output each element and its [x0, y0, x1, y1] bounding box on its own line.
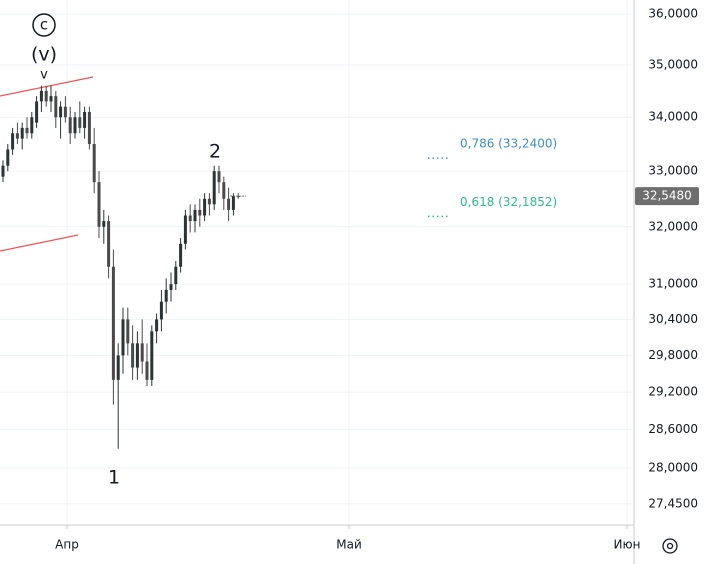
candle-body — [116, 355, 120, 380]
candle-body — [217, 171, 221, 183]
candle-body — [49, 96, 53, 102]
candle-body — [227, 198, 231, 210]
candle-body — [68, 117, 72, 134]
candle-body — [198, 209, 202, 216]
candle-body — [140, 343, 144, 362]
candle-body — [111, 266, 115, 380]
last-price-label: 32,5480 — [642, 189, 692, 203]
y-tick-label: 33,0000 — [648, 164, 698, 178]
y-tick-label: 35,0000 — [648, 57, 698, 71]
candle-body — [78, 117, 82, 128]
candle-body — [15, 133, 19, 139]
candle-body — [174, 266, 178, 285]
candle-body — [135, 343, 139, 368]
y-tick-label: 30,4000 — [648, 312, 698, 326]
last-price-box — [635, 187, 699, 206]
candle-body — [126, 319, 130, 344]
wave-label: v — [40, 68, 48, 83]
wave-label: (v) — [31, 44, 57, 66]
wave-label: c — [40, 16, 48, 34]
candle-body — [44, 90, 48, 102]
candle-body — [131, 343, 135, 368]
candle-body — [183, 215, 187, 244]
candle-body — [39, 90, 43, 102]
candle-body — [63, 106, 67, 118]
candle-body — [164, 289, 168, 302]
candle-body — [30, 117, 34, 134]
y-tick-label: 29,2000 — [648, 385, 698, 399]
candle-body — [102, 221, 106, 227]
candle-body — [35, 101, 39, 123]
x-tick-label: Май — [336, 538, 362, 552]
y-tick-label: 31,0000 — [648, 277, 698, 291]
candle-body — [231, 195, 235, 210]
candle-body — [92, 144, 96, 183]
candle-body — [193, 209, 197, 222]
candle-body — [20, 127, 24, 139]
x-tick-label: Июн — [614, 538, 641, 552]
y-tick-label: 36,0000 — [648, 6, 698, 20]
wave-circle — [32, 13, 56, 37]
wave-label: 2 — [209, 141, 221, 163]
candle-body — [11, 133, 15, 150]
candle-body — [169, 284, 173, 290]
candle-body — [188, 215, 192, 222]
candle-body — [212, 171, 216, 205]
candle-body — [207, 198, 211, 205]
candle-body — [25, 127, 29, 134]
x-tick-label: Апр — [55, 538, 79, 552]
y-tick-label: 34,0000 — [648, 110, 698, 124]
y-tick-label: 28,0000 — [648, 460, 698, 474]
candle-body — [179, 243, 183, 267]
candle-body — [83, 111, 87, 128]
y-tick-label: 32,0000 — [648, 219, 698, 233]
candle-body — [145, 361, 149, 380]
fib-level-label: 0,786 (33,2400) — [460, 137, 557, 151]
candle-body — [159, 301, 163, 320]
candle-body — [155, 319, 159, 332]
candle-body — [1, 165, 5, 177]
candle-body — [6, 149, 10, 166]
candle-body — [87, 111, 91, 145]
y-tick-label: 29,8000 — [648, 348, 698, 362]
y-tick-label: 27,4500 — [648, 496, 698, 510]
candle-body — [73, 117, 77, 134]
y-tick-label: 28,6000 — [648, 422, 698, 436]
candle-body — [150, 331, 154, 380]
candle-body — [107, 221, 111, 267]
fib-level-label: 0,618 (32,1852) — [460, 195, 557, 209]
candle-body — [59, 106, 63, 118]
candle-body — [222, 182, 226, 199]
candle-body — [121, 319, 125, 356]
candle-body — [203, 198, 207, 216]
trend-line — [0, 234, 79, 252]
wave-label: 1 — [108, 467, 120, 489]
settings-icon[interactable] — [662, 538, 678, 554]
candle-body — [54, 96, 58, 118]
candle-body — [97, 182, 101, 227]
